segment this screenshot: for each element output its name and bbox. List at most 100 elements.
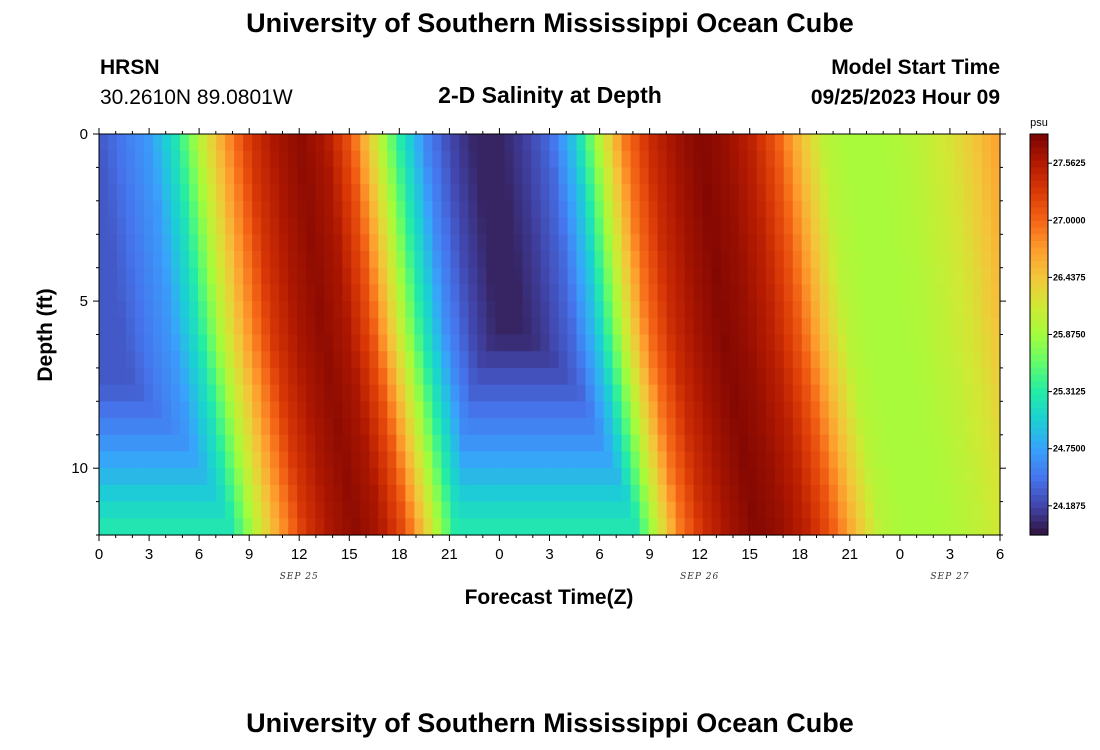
heatmap-cell	[585, 134, 596, 152]
heatmap-cell	[576, 234, 587, 252]
heatmap-cell	[828, 217, 839, 235]
heatmap-cell	[108, 501, 118, 519]
heatmap-cell	[297, 501, 307, 519]
heatmap-cell	[234, 434, 244, 453]
heatmap-cell	[513, 434, 524, 453]
heatmap-cell	[477, 401, 488, 419]
colorbar-swatch	[1030, 381, 1048, 389]
heatmap-cell	[477, 234, 488, 252]
heatmap-cell	[432, 418, 442, 436]
heatmap-cell	[387, 301, 397, 319]
x-tick-label: 15	[741, 546, 758, 563]
heatmap-cell	[207, 250, 217, 269]
heatmap-cell	[738, 518, 749, 536]
heatmap-cell	[99, 317, 109, 336]
heatmap-cell	[909, 200, 920, 219]
heatmap-cell	[477, 250, 488, 269]
heatmap-cell	[810, 317, 821, 336]
heatmap-cell	[369, 418, 379, 436]
colorbar-swatch	[1030, 200, 1048, 209]
heatmap-cell	[972, 468, 983, 486]
heatmap-cell	[207, 518, 217, 536]
heatmap-cell	[315, 150, 325, 169]
heatmap-cell	[810, 367, 821, 386]
heatmap-cell	[198, 284, 208, 302]
heatmap-cell	[630, 401, 641, 419]
heatmap-cell	[432, 434, 442, 453]
heatmap-cell	[972, 234, 983, 252]
heatmap-cell	[315, 484, 325, 503]
heatmap-cell	[513, 250, 524, 269]
heatmap-cell	[351, 334, 361, 352]
heatmap-cell	[270, 200, 280, 219]
heatmap-cell	[639, 351, 650, 369]
heatmap-cell	[450, 418, 460, 436]
heatmap-cell	[873, 451, 884, 469]
heatmap-cell	[351, 234, 361, 252]
heatmap-cell	[738, 217, 749, 235]
heatmap-cell	[504, 367, 515, 386]
heatmap-cell	[621, 351, 632, 369]
heatmap-cell	[567, 518, 578, 536]
heatmap-cell	[801, 184, 812, 202]
heatmap-cell	[801, 317, 812, 336]
heatmap-cell	[927, 217, 938, 235]
heatmap-cell	[522, 468, 533, 486]
heatmap-cell	[873, 317, 884, 336]
heatmap-cell	[603, 468, 614, 486]
heatmap-cell	[396, 418, 406, 436]
heatmap-cell	[333, 150, 343, 169]
heatmap-cell	[936, 418, 947, 436]
heatmap-cell	[819, 484, 830, 503]
heatmap-cell	[819, 401, 830, 419]
heatmap-cell	[909, 250, 920, 269]
heatmap-cell	[279, 317, 289, 336]
heatmap-cell	[594, 384, 605, 402]
heatmap-cell	[612, 167, 623, 185]
heatmap-cell	[648, 501, 659, 519]
heatmap-cell	[486, 334, 497, 352]
heatmap-cell	[153, 451, 163, 469]
heatmap-cell	[180, 150, 190, 169]
heatmap-cell	[144, 267, 154, 285]
heatmap-cell	[297, 217, 307, 235]
heatmap-cell	[603, 334, 614, 352]
heatmap-cell	[306, 384, 316, 402]
heatmap-cell	[135, 217, 145, 235]
heatmap-cell	[666, 167, 677, 185]
heatmap-cell	[108, 351, 118, 369]
heatmap-cell	[990, 234, 1001, 252]
heatmap-cell	[441, 184, 451, 202]
heatmap-cell	[702, 367, 713, 386]
heatmap-cell	[684, 484, 695, 503]
heatmap-cell	[783, 301, 794, 319]
heatmap-cell	[666, 451, 677, 469]
heatmap-cell	[333, 134, 343, 152]
heatmap-cell	[891, 301, 902, 319]
heatmap-cell	[873, 468, 884, 486]
heatmap-cell	[774, 284, 785, 302]
heatmap-cell	[459, 317, 470, 336]
heatmap-cell	[630, 250, 641, 269]
heatmap-cell	[783, 367, 794, 386]
heatmap-cell	[333, 484, 343, 503]
heatmap-cell	[585, 184, 596, 202]
heatmap-cell	[648, 250, 659, 269]
heatmap-cell	[783, 434, 794, 453]
heatmap-cell	[387, 351, 397, 369]
heatmap-cell	[477, 451, 488, 469]
heatmap-cell	[504, 434, 515, 453]
heatmap-cell	[585, 217, 596, 235]
heatmap-cell	[981, 351, 992, 369]
heatmap-cell	[621, 451, 632, 469]
heatmap-cell	[981, 200, 992, 219]
heatmap-cell	[810, 301, 821, 319]
heatmap-cell	[216, 250, 226, 269]
heatmap-cell	[936, 317, 947, 336]
heatmap-cell	[360, 334, 370, 352]
heatmap-cell	[414, 484, 424, 503]
heatmap-cell	[351, 367, 361, 386]
heatmap-cell	[810, 284, 821, 302]
heatmap-cell	[630, 451, 641, 469]
heatmap-cell	[180, 501, 190, 519]
